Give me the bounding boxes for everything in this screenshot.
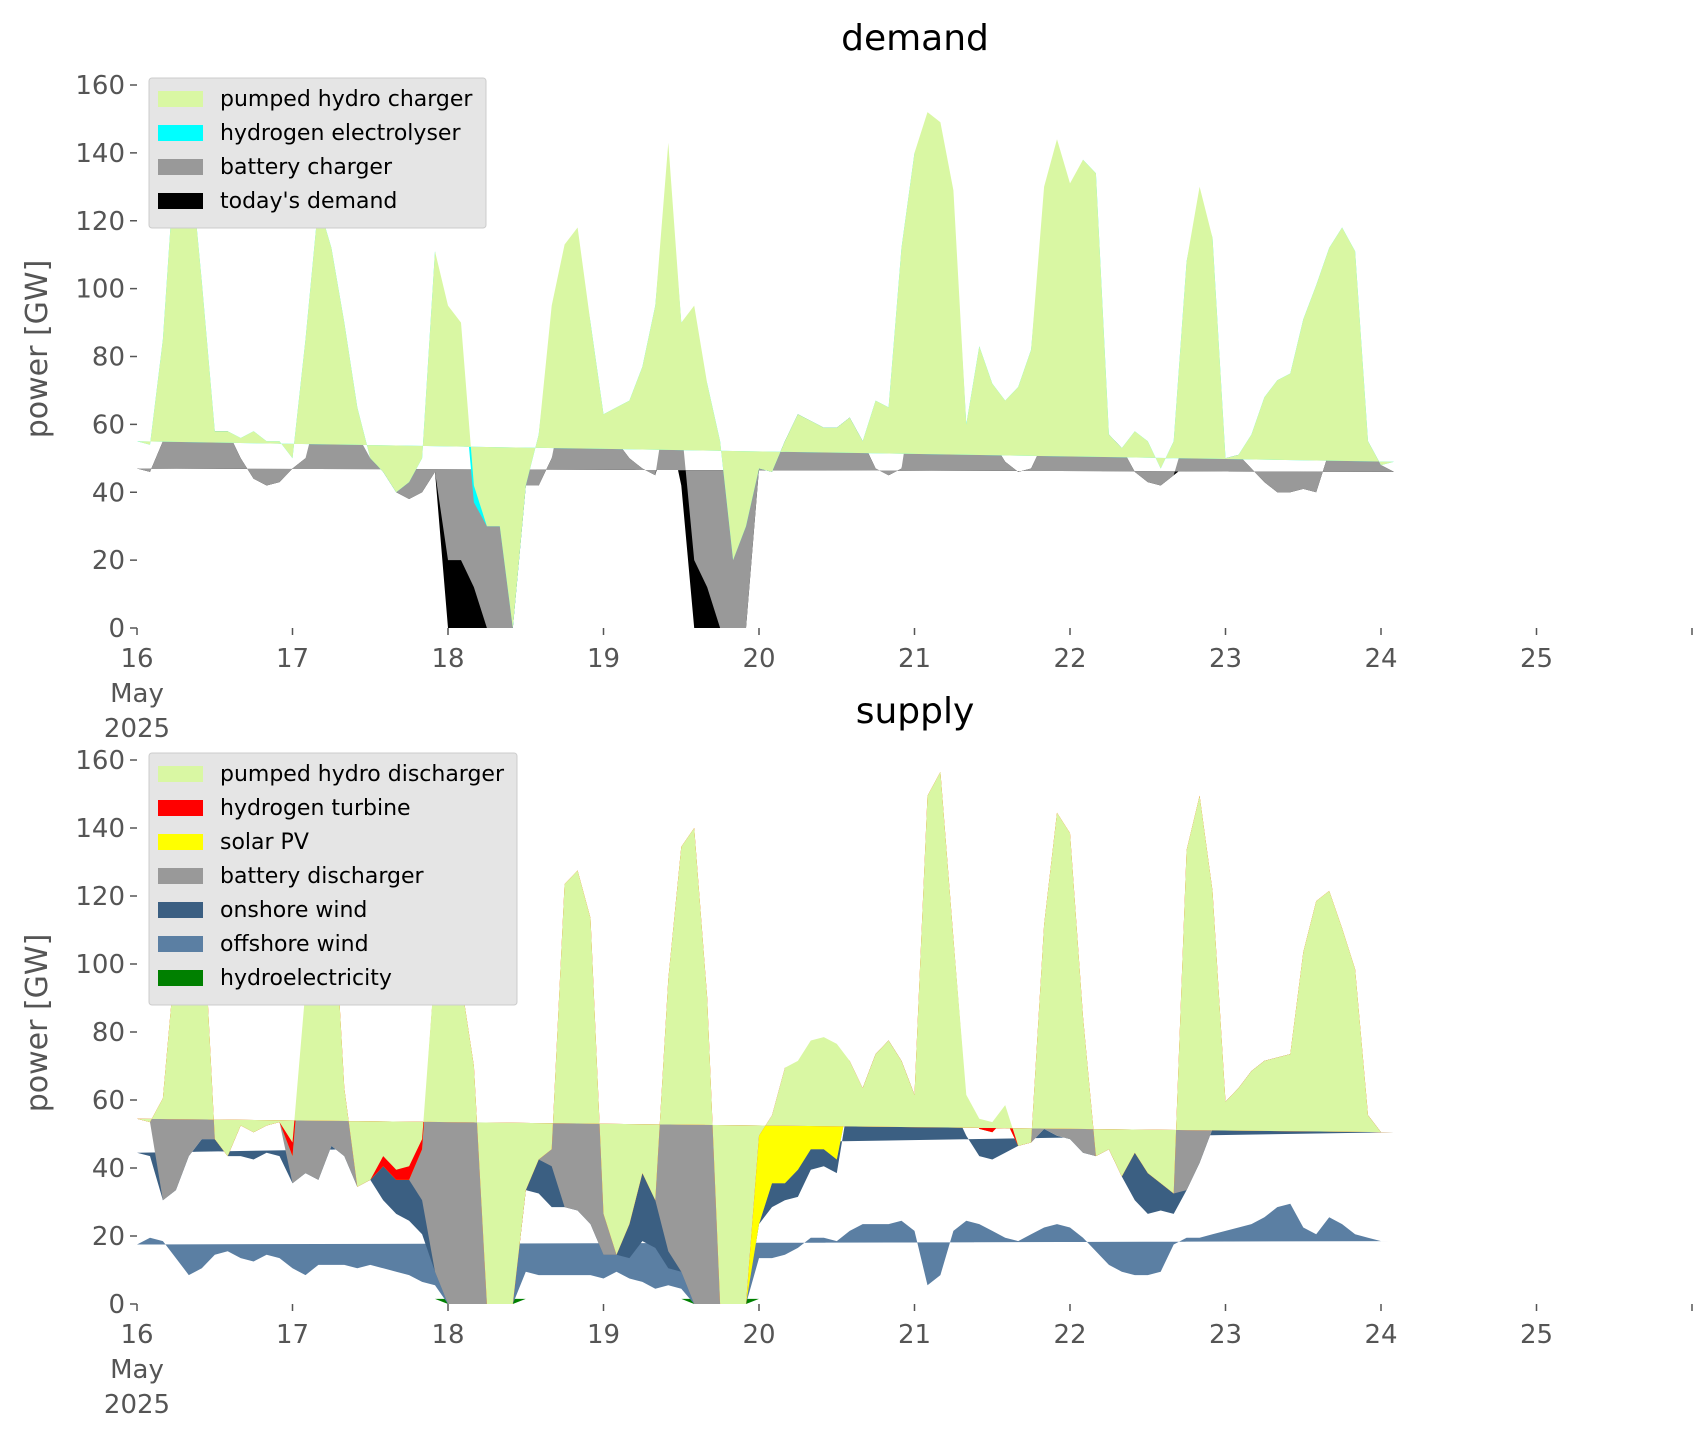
supply-y-tick-label: 20 <box>92 1222 125 1252</box>
supply-legend-label-pumped-hydro-discharger: pumped hydro discharger <box>220 762 505 787</box>
demand-legend: pumped hydro charger hydrogen electrolyse… <box>148 77 487 229</box>
supply-x-tick-label: 16 <box>120 1320 153 1350</box>
demand-y-tick-label: 140 <box>75 139 125 169</box>
supply-legend-swatch-battery-discharger <box>158 868 203 884</box>
demand-y-tick-label: 120 <box>75 207 125 237</box>
supply-legend-label-battery-discharger: battery discharger <box>220 864 425 889</box>
supply-x-tick-label: 23 <box>1209 1320 1242 1350</box>
supply-y-tick-label: 80 <box>92 1018 125 1048</box>
supply-y-tick-label: 140 <box>75 814 125 844</box>
demand-legend-label-today-s-demand: today's demand <box>220 189 397 214</box>
supply-series-solar-pv <box>137 771 1394 1304</box>
supply-y-tick-label: 120 <box>75 882 125 912</box>
demand-x-tick-label: 17 <box>276 644 309 674</box>
demand-x-tick-label: 16 <box>120 644 153 674</box>
demand-x-tick-year: 2025 <box>104 714 170 744</box>
supply-legend-swatch-onshore-wind <box>158 902 203 918</box>
supply-legend-label-onshore-wind: onshore wind <box>220 898 367 923</box>
demand-x-tick-label: 24 <box>1364 644 1397 674</box>
supply-x-tick-month: May <box>110 1355 164 1385</box>
demand-legend-label-pumped-hydro-charger: pumped hydro charger <box>220 87 473 112</box>
demand-panel: demand power [GW] 0 20 40 60 80 100 120 140 160 1… <box>20 18 1693 744</box>
supply-x-tick-label: 22 <box>1053 1320 1086 1350</box>
demand-x-tick-label: 21 <box>898 644 931 674</box>
supply-y-tick-label: 40 <box>92 1154 125 1184</box>
demand-legend-label-hydrogen-electrolyser: hydrogen electrolyser <box>220 121 461 146</box>
supply-legend-swatch-offshore-wind <box>158 936 203 952</box>
demand-x-tick-month: May <box>110 679 164 709</box>
demand-chart-title: demand <box>841 18 989 59</box>
supply-legend-swatch-solar-pv <box>158 834 203 850</box>
demand-legend-swatch-battery-charger <box>158 159 203 175</box>
supply-legend-label-solar-pv: solar PV <box>220 830 309 855</box>
supply-chart-title: supply <box>856 691 975 732</box>
demand-y-tick-label: 0 <box>108 614 125 644</box>
demand-y-axis-label: power [GW] <box>20 260 55 439</box>
demand-x-tick-label: 19 <box>587 644 620 674</box>
demand-x-tick-label: 20 <box>742 644 775 674</box>
supply-x-tick-label: 24 <box>1364 1320 1397 1350</box>
supply-y-tick-label: 160 <box>75 746 125 776</box>
supply-legend-label-hydroelectricity: hydroelectricity <box>220 966 392 991</box>
supply-axes: 0 20 40 60 80 100 120 140 160 16 May 2025 17 18 19 20 21… <box>75 746 1693 1420</box>
demand-legend-box <box>148 77 487 229</box>
supply-x-tick-label: 19 <box>587 1320 620 1350</box>
supply-x-tick-label: 25 <box>1520 1320 1553 1350</box>
demand-y-tick-label: 60 <box>92 410 125 440</box>
supply-legend-box <box>148 752 518 1006</box>
demand-legend-swatch-today-s-demand <box>158 193 203 209</box>
demand-y-tick-label: 100 <box>75 275 125 305</box>
supply-legend-label-hydrogen-turbine: hydrogen turbine <box>220 796 411 821</box>
demand-legend-swatch-hydrogen-electrolyser <box>158 125 203 141</box>
supply-y-tick-label: 0 <box>108 1290 125 1320</box>
demand-axes: 0 20 40 60 80 100 120 140 160 16 May 2025 17 18 19 20 21… <box>75 71 1693 744</box>
demand-y-tick-label: 40 <box>92 478 125 508</box>
supply-series-hydroelectricity <box>137 1298 1394 1304</box>
supply-legend-swatch-pumped-hydro-discharger <box>158 766 203 782</box>
demand-legend-swatch-pumped-hydro-charger <box>158 91 203 107</box>
demand-series-pumped-hydro-charger <box>137 112 1394 629</box>
demand-x-tick-label: 22 <box>1053 644 1086 674</box>
supply-x-tick-label: 18 <box>431 1320 464 1350</box>
demand-x-tick-label: 23 <box>1209 644 1242 674</box>
supply-legend: pumped hydro discharger hydrogen turbine s… <box>148 752 518 1006</box>
supply-x-tick-label: 17 <box>276 1320 309 1350</box>
demand-series-layer <box>137 112 1394 629</box>
supply-legend-label-offshore-wind: offshore wind <box>220 932 369 957</box>
supply-x-tick-year: 2025 <box>104 1390 170 1420</box>
supply-y-tick-label: 100 <box>75 950 125 980</box>
supply-y-tick-label: 60 <box>92 1086 125 1116</box>
demand-x-tick-label: 18 <box>431 644 464 674</box>
supply-series-layer <box>137 771 1394 1304</box>
supply-x-tick-label: 21 <box>898 1320 931 1350</box>
supply-panel: supply power [GW] 0 20 40 60 80 100 120 140 160 1… <box>20 691 1693 1420</box>
supply-legend-swatch-hydrogen-turbine <box>158 800 203 816</box>
supply-y-axis-label: power [GW] <box>20 934 55 1113</box>
demand-y-tick-label: 20 <box>92 546 125 576</box>
demand-legend-label-battery-charger: battery charger <box>220 155 393 180</box>
demand-x-tick-label: 25 <box>1520 644 1553 674</box>
supply-x-tick-label: 20 <box>742 1320 775 1350</box>
demand-y-tick-label: 160 <box>75 71 125 101</box>
demand-y-tick-label: 80 <box>92 343 125 373</box>
supply-series-offshore-wind <box>137 1203 1394 1304</box>
supply-legend-swatch-hydroelectricity <box>158 970 203 986</box>
